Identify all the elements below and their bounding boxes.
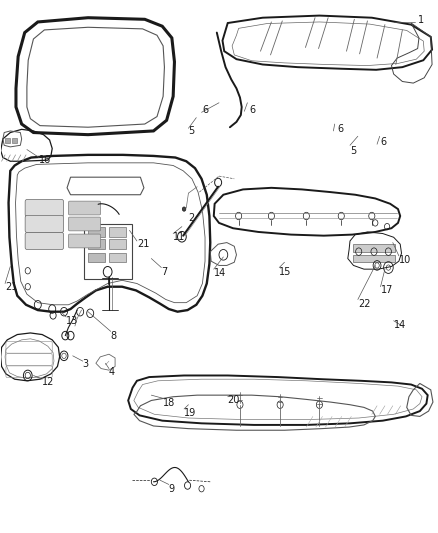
FancyBboxPatch shape <box>25 215 64 232</box>
Text: 10: 10 <box>399 255 411 265</box>
FancyBboxPatch shape <box>25 232 64 249</box>
Text: 14: 14 <box>394 320 406 330</box>
Text: 13: 13 <box>66 316 78 326</box>
Text: 20: 20 <box>228 395 240 406</box>
Text: 19: 19 <box>184 408 196 418</box>
Text: 9: 9 <box>169 484 175 494</box>
Text: 6: 6 <box>381 136 387 147</box>
FancyBboxPatch shape <box>68 201 101 215</box>
Text: 5: 5 <box>350 146 356 156</box>
Bar <box>12 138 17 143</box>
Text: 6: 6 <box>250 104 256 115</box>
Text: 7: 7 <box>161 267 168 277</box>
Circle shape <box>182 207 186 211</box>
Text: 5: 5 <box>188 126 194 136</box>
Bar <box>353 244 395 252</box>
Bar <box>109 227 126 237</box>
Text: 16: 16 <box>39 155 51 165</box>
Text: 4: 4 <box>109 367 115 377</box>
Text: 6: 6 <box>337 124 343 134</box>
FancyBboxPatch shape <box>25 199 64 216</box>
Text: 21: 21 <box>137 239 149 249</box>
Text: 8: 8 <box>111 330 117 341</box>
Text: 2: 2 <box>188 213 194 223</box>
Text: 18: 18 <box>163 398 175 408</box>
Text: 14: 14 <box>214 268 226 278</box>
Bar <box>5 138 11 143</box>
Text: 3: 3 <box>83 359 89 369</box>
Bar <box>109 253 126 262</box>
Text: 21: 21 <box>5 282 18 292</box>
Text: 1: 1 <box>418 15 424 26</box>
Bar <box>353 255 395 262</box>
Bar <box>88 227 106 237</box>
Bar <box>109 239 126 249</box>
FancyBboxPatch shape <box>68 234 101 248</box>
Text: 17: 17 <box>381 286 393 295</box>
Text: 22: 22 <box>358 298 371 309</box>
Text: 11: 11 <box>173 232 185 243</box>
Bar <box>88 239 106 249</box>
Text: 6: 6 <box>203 104 209 115</box>
Text: 12: 12 <box>42 377 55 387</box>
Text: 15: 15 <box>279 267 292 277</box>
FancyBboxPatch shape <box>68 217 101 231</box>
Bar <box>88 253 106 262</box>
